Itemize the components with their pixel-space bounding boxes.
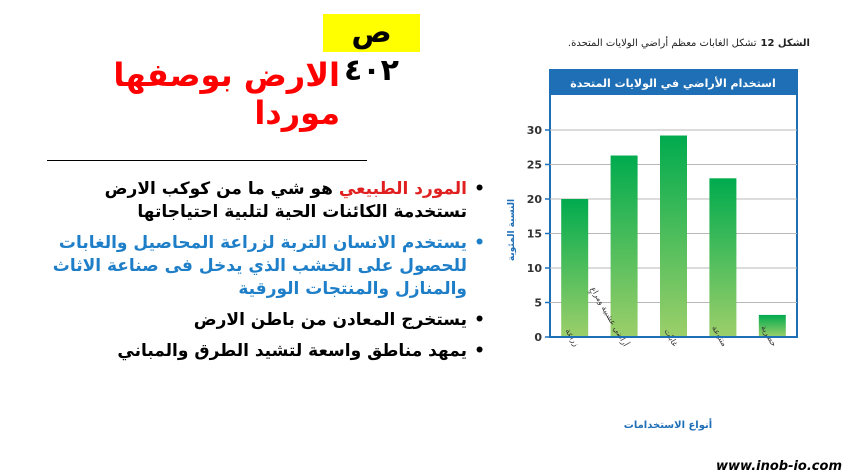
bullet-text: يستخدم الانسان التربة لزراعة المحاصيل وا…: [52, 233, 467, 299]
bullet-text: هو شي ما من كوكب الارض تستخدمة الكائنات …: [104, 179, 467, 222]
x-axis-label: أنواع الاستخدامات: [624, 418, 712, 431]
chart-title: استخدام الأراضي في الولايات المتحدة: [570, 76, 776, 90]
bullet-item: يمهد مناطق واسعة لتشيد الطرق والمباني: [40, 340, 485, 363]
bullet-highlight: المورد الطبيعي: [338, 179, 467, 199]
figure-caption: الشكل 12تشكل الغابات معظم أراضي الولايات…: [520, 38, 810, 49]
bullet-item: يستخرج المعادن من باطن الارض: [40, 309, 485, 332]
bar: [709, 178, 737, 337]
page-number-badge: ص ٤٠٢: [323, 14, 420, 88]
website-footer: www.inob-io.com: [716, 459, 842, 474]
bar: [758, 314, 786, 337]
bar: [660, 135, 687, 337]
y-tick-label: 25: [527, 159, 542, 172]
bullet-item: المورد الطبيعي هو شي ما من كوكب الارض تس…: [40, 178, 485, 224]
bullet-item: يستخدم الانسان التربة لزراعة المحاصيل وا…: [40, 232, 485, 301]
bar: [610, 155, 638, 337]
slide-title: الارض بوصفها موردا: [113, 56, 340, 132]
chart-title-bar: [550, 70, 797, 95]
y-tick-label: 20: [527, 193, 543, 206]
bullet-text: يستخرج المعادن من باطن الارض: [193, 310, 467, 330]
bar: [561, 199, 589, 337]
bullet-list: المورد الطبيعي هو شي ما من كوكب الارض تس…: [40, 178, 485, 371]
bullet-text: يمهد مناطق واسعة لتشيد الطرق والمباني: [117, 341, 467, 361]
divider: [47, 160, 367, 161]
y-tick-label: 10: [527, 262, 543, 275]
y-tick-label: 0: [534, 331, 542, 344]
y-tick-label: 5: [534, 297, 542, 310]
y-axis-label: النسبة المئوية: [507, 199, 517, 261]
y-tick-label: 30: [527, 124, 543, 137]
bar-chart: استخدام الأراضي في الولايات المتحدة 0 5 10…: [507, 69, 798, 431]
y-tick-label: 15: [527, 228, 542, 241]
figure-label: الشكل 12: [760, 38, 810, 49]
figure-caption-text: تشكل الغابات معظم أراضي الولايات المتحدة…: [567, 38, 757, 49]
